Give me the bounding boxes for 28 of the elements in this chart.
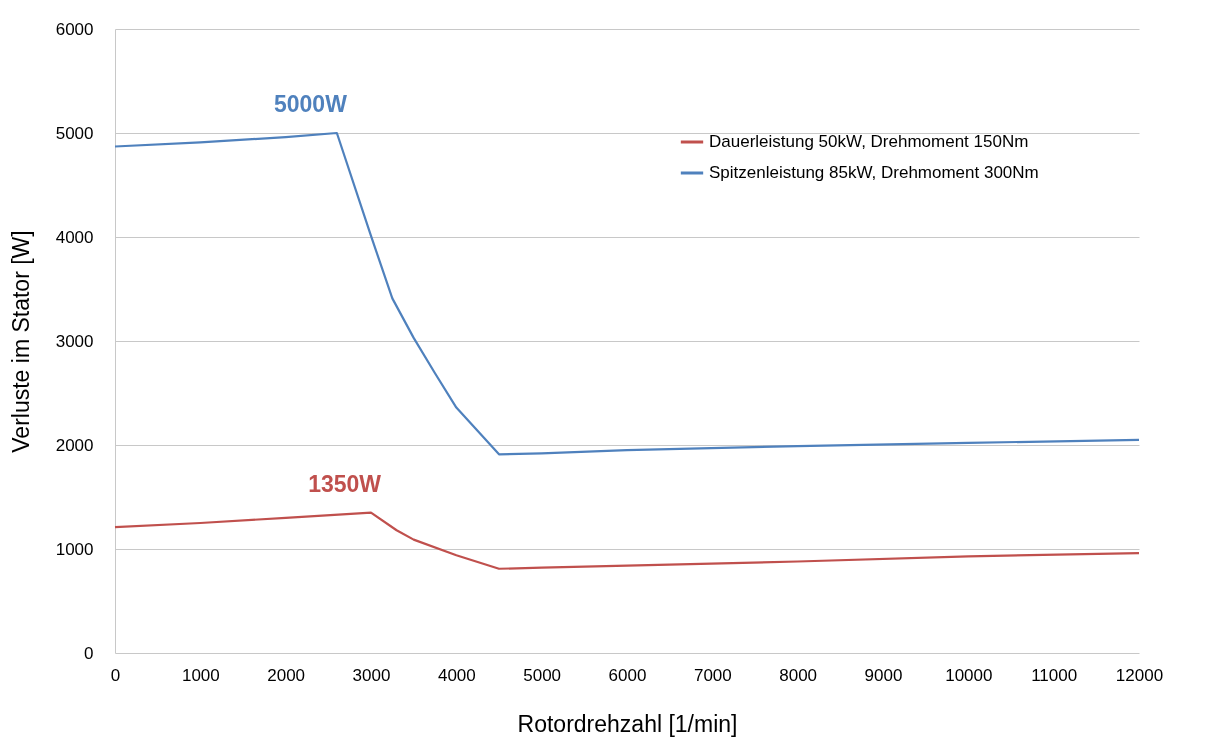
x-tick-label: 8000 xyxy=(779,665,818,685)
annotation: 5000W xyxy=(273,91,348,117)
y-axis-title: Verluste im Stator [W] xyxy=(7,230,34,453)
y-tick-label: 3000 xyxy=(55,331,94,351)
x-tick-label: 9000 xyxy=(864,665,903,685)
x-tick-label: 2000 xyxy=(267,665,306,685)
y-tick-label: 2000 xyxy=(55,435,94,455)
y-tick-label: 4000 xyxy=(55,227,94,247)
annotation: 1350W xyxy=(308,470,382,497)
y-tick-label: 6000 xyxy=(55,19,94,39)
x-tick-label: 5000 xyxy=(523,665,562,685)
x-axis-title: Rotordrehzahl [1/min] xyxy=(517,710,738,737)
legend-label: Spitzenleistung 85kW, Drehmoment 300Nm xyxy=(709,163,1039,182)
x-tick-label: 6000 xyxy=(608,665,647,685)
y-tick-label: 5000 xyxy=(55,123,94,143)
x-tick-label: 3000 xyxy=(352,665,391,685)
x-tick-label: 0 xyxy=(110,665,121,685)
x-tick-label: 11000 xyxy=(1031,665,1078,685)
x-tick-label: 10000 xyxy=(945,665,993,685)
x-tick-label: 7000 xyxy=(693,665,732,685)
legend-label: Dauerleistung 50kW, Drehmoment 150Nm xyxy=(709,132,1029,151)
y-tick-label: 1000 xyxy=(55,539,94,559)
x-tick-label: 4000 xyxy=(437,665,476,685)
line-series xyxy=(113,511,1141,570)
x-tick-label: 1000 xyxy=(181,665,220,685)
x-tick-label: 12000 xyxy=(1115,665,1164,685)
y-tick-label: 0 xyxy=(84,643,94,663)
line-series xyxy=(113,131,1141,456)
